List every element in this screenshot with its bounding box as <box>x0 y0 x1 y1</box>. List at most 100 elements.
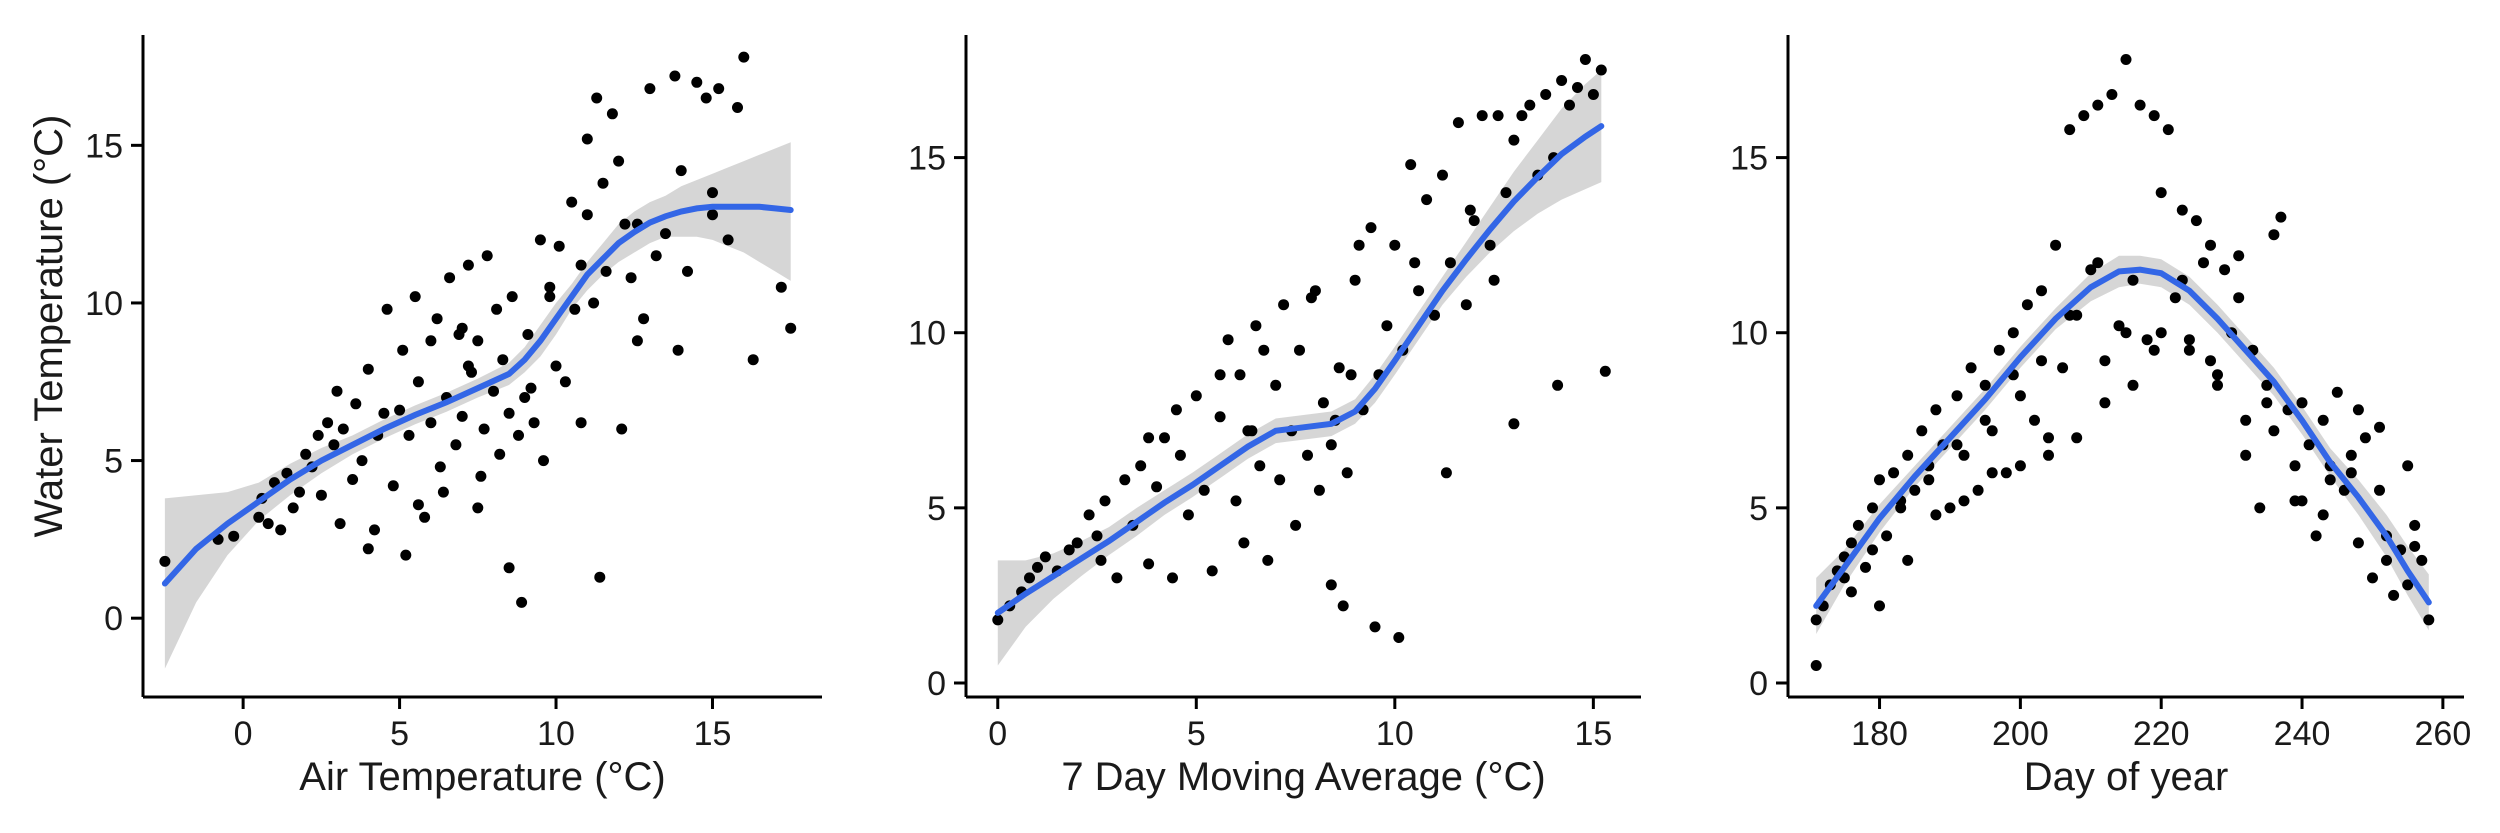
scatter-point <box>2162 124 2174 136</box>
scatter-point <box>378 407 390 419</box>
scatter-point <box>253 511 265 523</box>
scatter-point <box>425 335 437 347</box>
scatter-point <box>1579 54 1591 65</box>
scatter-point <box>1333 362 1345 374</box>
scatter-point <box>1365 222 1377 234</box>
scatter-point <box>1958 449 1970 461</box>
scatter-point <box>747 354 759 366</box>
panel-moving-average: 0 5 10 15 0 5 10 15 7 Day Moving Average (°C) <box>908 35 1641 799</box>
scatter-point <box>2134 99 2146 111</box>
scatter-point <box>1923 474 1935 486</box>
scatter-point <box>453 329 465 340</box>
x-tick-label: 200 <box>1992 715 2049 753</box>
scatter-point <box>1274 474 1286 486</box>
scatter-point <box>2268 229 2280 241</box>
scatter-point <box>1111 572 1123 584</box>
scatter-point <box>1278 299 1290 311</box>
scatter-point <box>1944 502 1956 514</box>
scatter-point <box>1250 320 1262 332</box>
scatter-point <box>2219 264 2231 276</box>
scatter-point <box>2148 344 2160 356</box>
y-tick-label: 15 <box>908 140 946 178</box>
x-tick-label: 5 <box>1187 715 1206 753</box>
scatter-point <box>450 439 462 451</box>
scatter-point <box>1599 365 1611 377</box>
scatter-point <box>2099 397 2111 409</box>
x-tick-label: 260 <box>2415 715 2472 753</box>
scatter-point <box>1930 404 1942 416</box>
scatter-point <box>732 102 743 113</box>
scatter-point <box>1095 554 1107 566</box>
scatter-point <box>481 250 493 262</box>
scatter-point <box>1349 274 1361 286</box>
scatter-point <box>1317 397 1329 409</box>
scatter-point <box>707 209 718 221</box>
scatter-point <box>356 455 368 467</box>
scatter-point <box>1254 460 1266 472</box>
scatter-point <box>2169 292 2181 304</box>
scatter-point <box>2303 439 2315 451</box>
scatter-point <box>275 524 287 536</box>
x-axis-title: 7 Day Moving Average (°C) <box>1061 755 1545 799</box>
scatter-point <box>2092 99 2104 111</box>
scatter-point <box>1979 379 1991 391</box>
scatter-point <box>456 410 468 422</box>
scatter-point <box>1242 425 1254 437</box>
scatter-point <box>581 209 593 221</box>
scatter-point <box>544 291 556 303</box>
scatter-point <box>2064 124 2076 136</box>
scatter-point <box>1409 257 1421 269</box>
scatter-point <box>2120 327 2132 339</box>
scatter-point <box>581 133 593 145</box>
scatter-point <box>475 470 487 482</box>
scatter-point <box>1381 320 1393 332</box>
scatter-point <box>2310 530 2322 542</box>
scatter-point <box>519 392 531 403</box>
scatter-points <box>159 51 797 608</box>
scatter-point <box>1444 257 1456 269</box>
y-tick-label: 5 <box>1749 490 1768 528</box>
scatter-point <box>2233 250 2245 262</box>
scatter-point <box>1556 75 1568 86</box>
scatter-point <box>1484 239 1496 251</box>
scatter-point <box>1270 379 1282 391</box>
y-tick-label: 10 <box>1730 315 1768 353</box>
scatter-point <box>1552 379 1564 391</box>
scatter-point <box>2212 379 2223 391</box>
scatter-point <box>287 502 299 514</box>
scatter-point <box>1135 460 1147 472</box>
scatter-point <box>1369 621 1381 633</box>
scatter-point <box>2289 460 2301 472</box>
y-tick-label: 0 <box>104 600 123 638</box>
scatter-point <box>2155 327 2167 339</box>
scatter-point <box>334 518 346 530</box>
panel-air-temperature: 0 5 10 15 0 5 10 15 Air Temperature (°C) Water Te… <box>27 35 822 799</box>
scatter-point <box>1488 274 1500 286</box>
scatter-point <box>159 555 171 567</box>
scatter-point <box>1951 390 1963 402</box>
scatter-point <box>2190 215 2202 227</box>
scatter-point <box>444 272 456 284</box>
scatter-point <box>2423 614 2435 626</box>
scatter-point <box>506 291 518 303</box>
scatter-point <box>1083 509 1095 521</box>
scatter-point <box>1524 99 1536 111</box>
scatter-point <box>2205 239 2216 251</box>
scatter-point <box>2254 502 2266 514</box>
scatter-point <box>775 281 787 293</box>
scatter-point <box>2409 519 2421 531</box>
scatter-point <box>1071 537 1083 549</box>
scatter-point <box>1143 432 1155 444</box>
scatter-point <box>2085 264 2097 276</box>
confidence-band <box>1816 255 2429 634</box>
scatter-point <box>462 259 474 271</box>
scatter-point <box>2345 467 2357 479</box>
x-tick-label: 15 <box>694 715 732 753</box>
scatter-point <box>1258 344 1270 356</box>
scatter-point <box>1091 530 1103 542</box>
scatter-point <box>419 511 431 523</box>
scatter-point <box>1508 134 1520 146</box>
scatter-point <box>1325 439 1337 451</box>
scatter-point <box>478 423 490 435</box>
